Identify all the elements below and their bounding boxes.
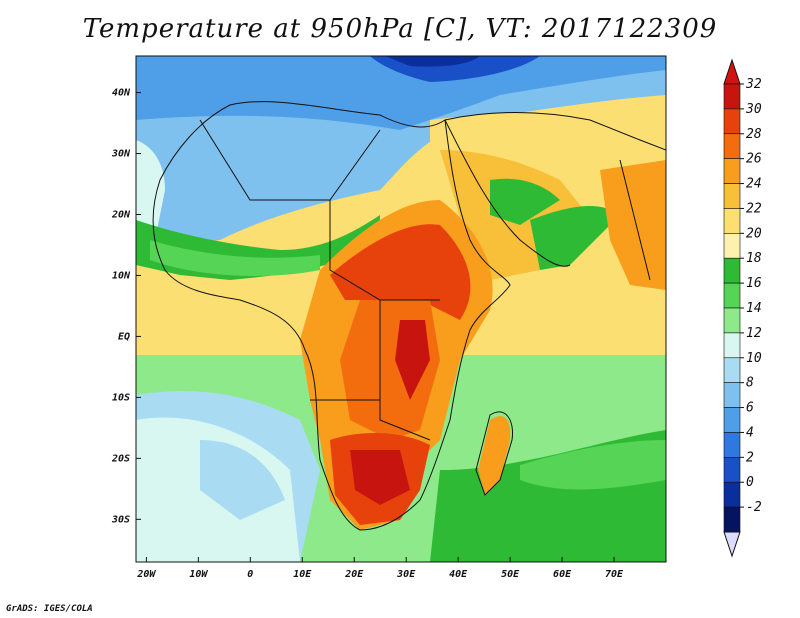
colorbar-label: 22 bbox=[746, 201, 762, 216]
latitude-axis: 40N 30N 20N 10N EQ 10S 20S 30S bbox=[111, 88, 141, 525]
colorbar-label: 24 bbox=[746, 177, 762, 192]
colorbar-swatch bbox=[723, 133, 741, 159]
colorbar-swatch bbox=[723, 307, 741, 334]
colorbar-label: 14 bbox=[746, 301, 762, 316]
colorbar-top-arrow bbox=[723, 58, 741, 85]
colorbar-label: 2 bbox=[746, 450, 754, 465]
colorbar-swatch bbox=[723, 183, 741, 209]
lon-tick-label: 20W bbox=[136, 569, 156, 580]
lon-tick-label: 30E bbox=[396, 569, 416, 580]
temperature-field bbox=[136, 56, 666, 562]
colorbar-swatch bbox=[723, 506, 741, 533]
longitude-axis: 20W 10W 0 10E 20E 30E 40E 50E 60E 70E bbox=[136, 557, 624, 580]
colorbar-swatch bbox=[723, 432, 741, 458]
colorbar-swatch bbox=[723, 158, 741, 184]
colorbar-swatch bbox=[723, 332, 741, 359]
colorbar-label: 16 bbox=[746, 276, 762, 291]
lat-tick-label: 40N bbox=[112, 88, 131, 99]
colorbar-swatch bbox=[723, 282, 741, 309]
lon-tick-label: 0 bbox=[247, 569, 253, 580]
lon-tick-label: 20E bbox=[344, 569, 364, 580]
colorbar-label: 8 bbox=[746, 376, 754, 391]
lat-tick-label: 30N bbox=[111, 149, 131, 160]
colorbar-swatch bbox=[723, 481, 741, 508]
plot-frame bbox=[135, 55, 667, 563]
colorbar-label: 28 bbox=[746, 127, 762, 142]
colorbar-swatch bbox=[723, 83, 741, 110]
lon-tick-label: 10W bbox=[189, 569, 208, 580]
colorbar-bottom-arrow bbox=[723, 531, 741, 558]
colorbar-label: 18 bbox=[746, 251, 762, 266]
colorbar-swatch bbox=[723, 407, 741, 433]
lon-tick-label: 10E bbox=[293, 569, 312, 580]
lon-tick-label: 40E bbox=[449, 569, 468, 580]
grads-credit: GrADS: IGES/COLA bbox=[6, 604, 93, 614]
colorbar-label: 0 bbox=[746, 475, 754, 490]
colorbar-swatch bbox=[723, 382, 741, 408]
colorbar-label: 10 bbox=[746, 351, 762, 366]
colorbar-label: 6 bbox=[746, 401, 754, 416]
coastlines-borders bbox=[152, 101, 666, 531]
lat-tick-label: 10S bbox=[112, 392, 130, 403]
lat-tick-label: 30S bbox=[111, 514, 130, 525]
colorbar-label: 4 bbox=[746, 425, 754, 440]
colorbar-label: 12 bbox=[746, 326, 762, 341]
lat-tick-label: 20N bbox=[111, 210, 131, 221]
lat-tick-label: EQ bbox=[118, 331, 130, 342]
colorbar-swatch bbox=[723, 108, 741, 135]
colorbar-swatch bbox=[723, 457, 741, 483]
colorbar-label: -2 bbox=[746, 500, 762, 515]
colorbar-label: 30 bbox=[745, 102, 762, 117]
colorbar-swatch bbox=[723, 233, 741, 259]
lon-tick-label: 60E bbox=[553, 569, 572, 580]
map-title: Temperature at 950hPa [C], VT: 201712230… bbox=[82, 14, 718, 44]
lat-tick-label: 10N bbox=[112, 270, 131, 281]
colorbar-label: 26 bbox=[746, 152, 762, 167]
colorbar-swatch bbox=[723, 208, 741, 234]
colorbar-label: 32 bbox=[745, 77, 762, 92]
lon-tick-label: 70E bbox=[605, 569, 624, 580]
colorbar-label: 20 bbox=[746, 226, 762, 241]
lat-tick-label: 20S bbox=[111, 453, 130, 464]
colorbar-swatch bbox=[723, 257, 741, 284]
lon-tick-label: 50E bbox=[501, 569, 520, 580]
colorbar-swatch bbox=[723, 357, 741, 383]
